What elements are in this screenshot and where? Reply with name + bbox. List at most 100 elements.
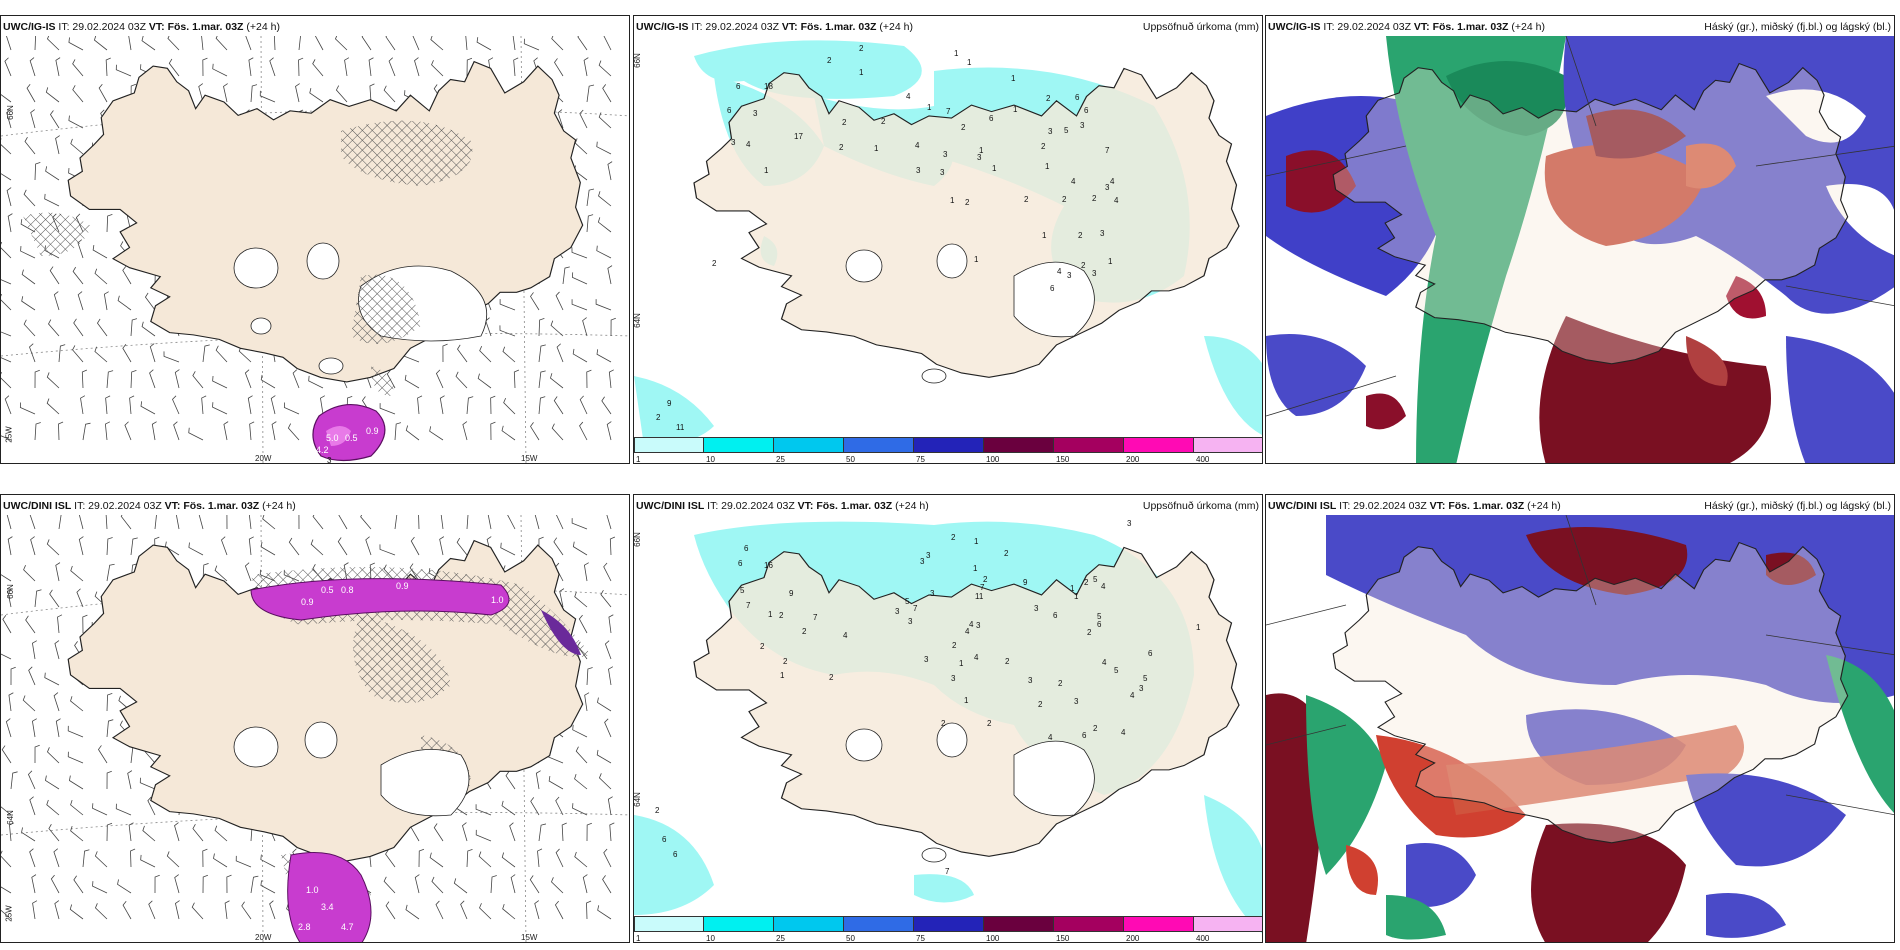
precip-value: 2 bbox=[1062, 195, 1067, 204]
overview-map-panel-top: UWC/IG-IS IT: 29.02.2024 03Z VT: Fös. 1.… bbox=[0, 15, 630, 464]
wind-barb bbox=[596, 141, 612, 155]
wind-barb bbox=[30, 536, 36, 556]
wind-barb bbox=[117, 879, 132, 894]
wind-barb bbox=[92, 881, 108, 894]
wind-barb bbox=[188, 427, 204, 441]
wind-barb bbox=[9, 822, 15, 842]
precip-value: 4 bbox=[1130, 691, 1135, 700]
wind-barb bbox=[1, 850, 12, 868]
precip-value: 3 bbox=[1080, 121, 1085, 130]
legend-tick-label: 50 bbox=[846, 455, 855, 464]
wind-barb bbox=[490, 875, 497, 894]
precip-value: 7 bbox=[1105, 146, 1110, 155]
wind-barb bbox=[385, 36, 396, 51]
wind-barb bbox=[602, 84, 612, 103]
wind-barb bbox=[538, 396, 546, 415]
legend-color-box bbox=[704, 437, 774, 453]
wind-barb bbox=[550, 877, 564, 894]
wind-barb bbox=[431, 876, 444, 894]
wind-barb bbox=[130, 537, 138, 556]
wind-barb bbox=[601, 396, 612, 415]
wind-barb bbox=[1, 173, 12, 181]
precip-value: 16 bbox=[764, 561, 773, 570]
wind-barb bbox=[537, 848, 543, 868]
wind-barb bbox=[598, 773, 612, 790]
wind-barb bbox=[477, 373, 492, 389]
precip-value: 3 bbox=[1100, 229, 1105, 238]
wind-barb bbox=[259, 90, 276, 103]
wind-barb bbox=[226, 874, 232, 894]
wind-barb bbox=[555, 848, 564, 868]
wind-barb bbox=[595, 299, 612, 311]
precip-band: 0.5 0.8 0.9 0.9 1.0 2.8 4.7 1.0 3.4 bbox=[250, 578, 581, 942]
wind-barb bbox=[22, 695, 36, 712]
wind-barb bbox=[6, 109, 12, 129]
wind-barb bbox=[583, 57, 589, 77]
precip-value: 3 bbox=[976, 621, 981, 630]
precip-value: 2 bbox=[1081, 261, 1086, 270]
wind-barb bbox=[572, 348, 588, 363]
wind-barb bbox=[32, 640, 37, 660]
precip-value: 6 bbox=[1050, 284, 1055, 293]
wind-barb bbox=[1, 293, 12, 311]
wind-barb bbox=[270, 395, 276, 415]
wind-barb bbox=[29, 515, 36, 530]
wind-barb bbox=[53, 692, 60, 712]
valid-time: VT: Fös. 1.mar. 03Z bbox=[1429, 500, 1525, 512]
wind-barb bbox=[586, 84, 595, 103]
precip-value: 1 bbox=[992, 164, 997, 173]
wind-barb bbox=[271, 421, 277, 441]
wind-barb bbox=[55, 57, 61, 77]
projection-lines bbox=[1266, 515, 1894, 816]
precip-value: 2 bbox=[779, 611, 784, 620]
wind-barb bbox=[394, 515, 398, 530]
precip-value: 4 bbox=[1057, 267, 1062, 276]
wind-barb bbox=[575, 746, 588, 764]
run-time: IT: 29.02.2024 03Z bbox=[74, 500, 162, 512]
wind-barb bbox=[530, 797, 540, 816]
wind-barb bbox=[433, 823, 444, 842]
wind-barb bbox=[538, 370, 546, 389]
wind-barb bbox=[76, 588, 84, 608]
cloud-title: Háský (gr.), miðský (fj.bl.) og lágský (… bbox=[1704, 500, 1891, 512]
precip-value: 6 bbox=[662, 835, 667, 844]
precip-value: 2 bbox=[987, 719, 992, 728]
precip-value: 2 bbox=[1058, 679, 1063, 688]
legend-color-box bbox=[984, 916, 1054, 932]
precip-value: 6 bbox=[744, 544, 749, 553]
wind-barb bbox=[557, 109, 564, 129]
cloud-map-panel-top: UWC/IG-IS IT: 29.02.2024 03Z VT: Fös. 1.… bbox=[1265, 15, 1895, 464]
precip-value: 1 bbox=[1045, 162, 1050, 171]
precip-value: 1 bbox=[1196, 623, 1201, 632]
wind-barb bbox=[23, 189, 36, 207]
wind-barb bbox=[151, 421, 157, 441]
wind-barb bbox=[34, 422, 41, 441]
wind-barb bbox=[220, 536, 228, 556]
wind-barb bbox=[487, 515, 492, 530]
legend-color-box bbox=[1054, 916, 1124, 932]
wind-barb bbox=[368, 57, 374, 77]
wind-barb bbox=[572, 541, 588, 556]
wind-barb bbox=[553, 537, 564, 556]
wind-barb bbox=[499, 299, 516, 311]
glaciers bbox=[845, 243, 1095, 384]
legend-color-box bbox=[984, 437, 1054, 453]
precip-value: 3 bbox=[1092, 269, 1097, 278]
wind-barb bbox=[46, 372, 60, 389]
wind-value: 4.2 bbox=[316, 445, 329, 455]
model-name: UWC/DINI ISL bbox=[3, 500, 72, 512]
precip-value: 4 bbox=[843, 631, 848, 640]
wind-barb bbox=[385, 901, 396, 920]
precip-value: 4 bbox=[1114, 196, 1119, 205]
wind-barb bbox=[572, 272, 588, 285]
wind-barb bbox=[248, 536, 254, 556]
wind-barb bbox=[556, 515, 564, 530]
legend-tick-label: 1 bbox=[636, 455, 641, 464]
precip-value: 9 bbox=[667, 399, 672, 408]
legend-tick-label: 10 bbox=[706, 934, 715, 943]
precip-value: 6 bbox=[1148, 649, 1153, 658]
wind-barb bbox=[466, 396, 474, 415]
lead-time: (+24 h) bbox=[262, 500, 296, 512]
